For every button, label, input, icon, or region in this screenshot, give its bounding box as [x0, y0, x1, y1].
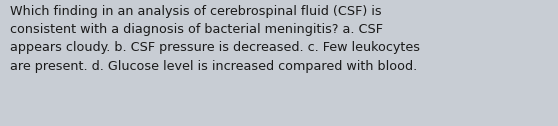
Text: Which finding in an analysis of cerebrospinal fluid (CSF) is
consistent with a d: Which finding in an analysis of cerebros… — [10, 5, 420, 73]
